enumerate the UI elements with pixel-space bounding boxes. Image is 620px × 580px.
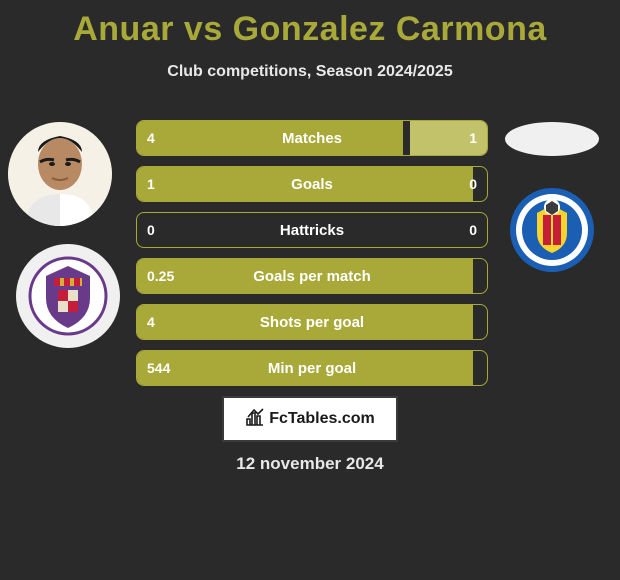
comparison-bars: 41Matches 10Goals 00Hattricks 0.25Goals per… — [136, 120, 488, 396]
chart-icon — [245, 407, 265, 432]
brand-label: FcTables.com — [269, 410, 375, 428]
stat-label: Goals — [137, 167, 487, 201]
footer-date: 12 november 2024 — [0, 454, 620, 474]
stat-row: 41Matches — [136, 120, 488, 156]
player-left-avatar — [8, 122, 112, 226]
player-right-club-crest — [500, 178, 604, 282]
stat-label: Matches — [137, 121, 487, 155]
right-column — [492, 122, 612, 300]
page-title: Anuar vs Gonzalez Carmona — [0, 0, 620, 49]
player-left-club-crest — [16, 244, 120, 348]
stat-row: 4Shots per goal — [136, 304, 488, 340]
brand-badge[interactable]: FcTables.com — [222, 396, 398, 442]
stat-label: Hattricks — [137, 213, 487, 247]
stat-label: Goals per match — [137, 259, 487, 293]
stat-row: 00Hattricks — [136, 212, 488, 248]
stat-row: 10Goals — [136, 166, 488, 202]
stat-row: 544Min per goal — [136, 350, 488, 386]
stat-row: 0.25Goals per match — [136, 258, 488, 294]
stat-label: Shots per goal — [137, 305, 487, 339]
left-column — [8, 122, 128, 366]
stat-label: Min per goal — [137, 351, 487, 385]
player-right-avatar — [505, 122, 599, 156]
subtitle: Club competitions, Season 2024/2025 — [0, 63, 620, 81]
